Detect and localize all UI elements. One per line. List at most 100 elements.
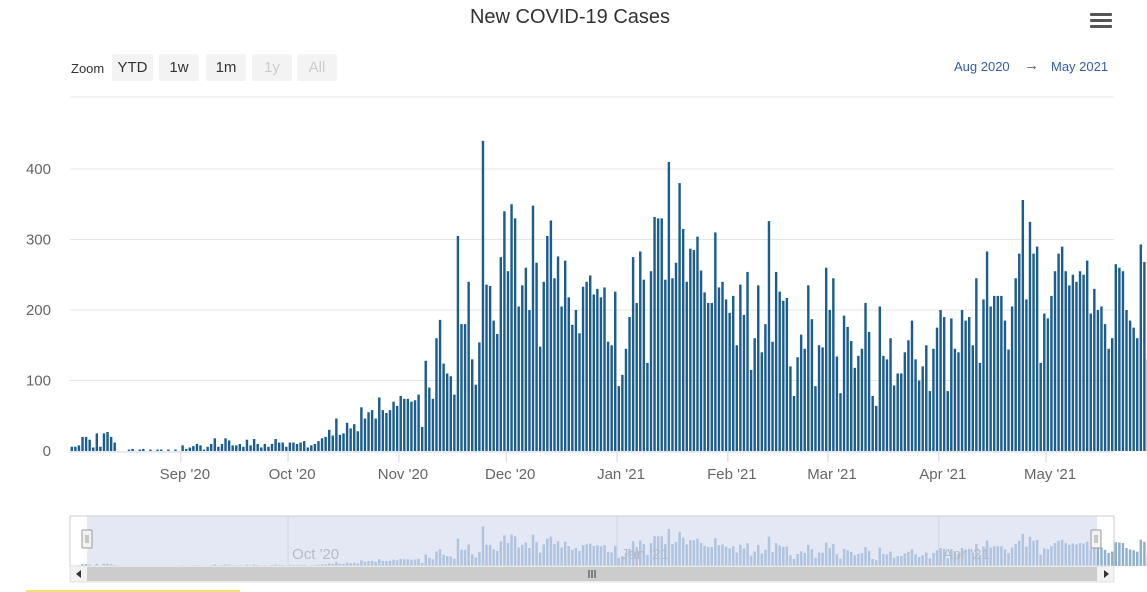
bar [424,360,427,451]
bar [710,302,713,451]
bar [252,439,256,451]
bar [1139,244,1143,451]
navigator-bar [84,564,88,566]
bar [445,373,449,451]
bar [835,356,839,451]
bar [356,431,360,451]
bar [589,275,592,451]
bar [149,449,152,451]
zoom-1m-button[interactable]: 1m [206,54,246,81]
bar [531,205,535,451]
bar [896,373,899,451]
bar [853,367,856,451]
bar [1136,338,1139,451]
bar [960,310,964,451]
bar [724,299,728,451]
bar [299,442,302,451]
bar [510,204,513,451]
navigator-right-handle[interactable] [1090,529,1102,549]
bar [617,386,621,451]
bar [338,434,342,451]
zoom-ytd-button[interactable]: YTD [112,54,153,81]
bar [942,317,946,451]
navigator-bar [81,564,84,566]
bar [159,449,163,451]
x-tick-label: Feb '21 [707,466,757,483]
bar [1010,306,1014,452]
bar [1046,318,1050,451]
range-arrow: → [1024,57,1039,74]
bar [817,345,821,451]
bar [1082,274,1085,451]
bar [1003,320,1007,451]
bar [517,306,520,452]
bar [1085,260,1089,451]
bar [1028,221,1032,452]
range-to[interactable]: May 2021 [1051,59,1109,74]
bar [950,318,953,451]
bar [556,256,560,451]
bar [317,441,320,451]
bar [660,218,663,451]
bar [714,232,717,451]
bar [760,352,764,451]
bar [102,433,106,452]
bar [331,435,334,451]
bar [1143,262,1146,451]
bar [932,348,935,451]
bar [585,281,588,451]
bar [381,410,385,451]
x-tick-label: Dec '20 [485,466,535,483]
bar [353,424,356,451]
navigator-selection[interactable] [87,516,1097,566]
bar [910,320,914,451]
bar [656,218,660,451]
navigator-bar [1114,542,1118,566]
navigator-bar [1143,541,1146,566]
bar [681,228,685,451]
bar [914,359,917,451]
grid-lines [70,96,1114,381]
bar [428,387,431,451]
scroll-right-arrow-icon[interactable] [1104,570,1109,578]
zoom-1y-button[interactable]: 1y [252,54,292,81]
x-tick-label: Mar '21 [807,466,857,483]
scroll-left-arrow-icon[interactable] [76,570,81,578]
bar [653,216,656,451]
bar [528,310,531,451]
bar [181,445,184,451]
bar [614,291,617,451]
navigator-bar [1121,543,1125,566]
bar [492,320,495,451]
bar [649,271,653,452]
bar [989,306,992,452]
navigator-left-handle[interactable] [81,529,93,549]
range-from[interactable]: Aug 2020 [954,59,1010,74]
bar [367,412,370,451]
bar [188,447,191,451]
hamburger-menu-icon[interactable] [1088,10,1114,34]
bar [778,291,781,451]
bar [1071,274,1075,451]
bar [867,331,871,451]
y-axis-ticks: 0 100 200 300 400 [26,161,51,460]
bar [1068,285,1071,451]
bar [1050,295,1053,451]
bar [310,445,313,451]
zoom-all-button[interactable]: All [297,54,337,81]
bars [70,140,1147,452]
bar [202,449,206,451]
x-tick-label: Sep '20 [160,466,210,483]
zoom-1w-button[interactable]: 1w [159,54,199,81]
bar [1025,299,1028,451]
bar [699,270,703,451]
bar [996,295,1000,451]
bar [642,279,646,451]
bar [392,401,395,451]
bar [485,284,488,451]
bar [935,327,939,452]
bar [138,449,141,451]
bar [399,396,402,451]
bar [946,391,949,451]
